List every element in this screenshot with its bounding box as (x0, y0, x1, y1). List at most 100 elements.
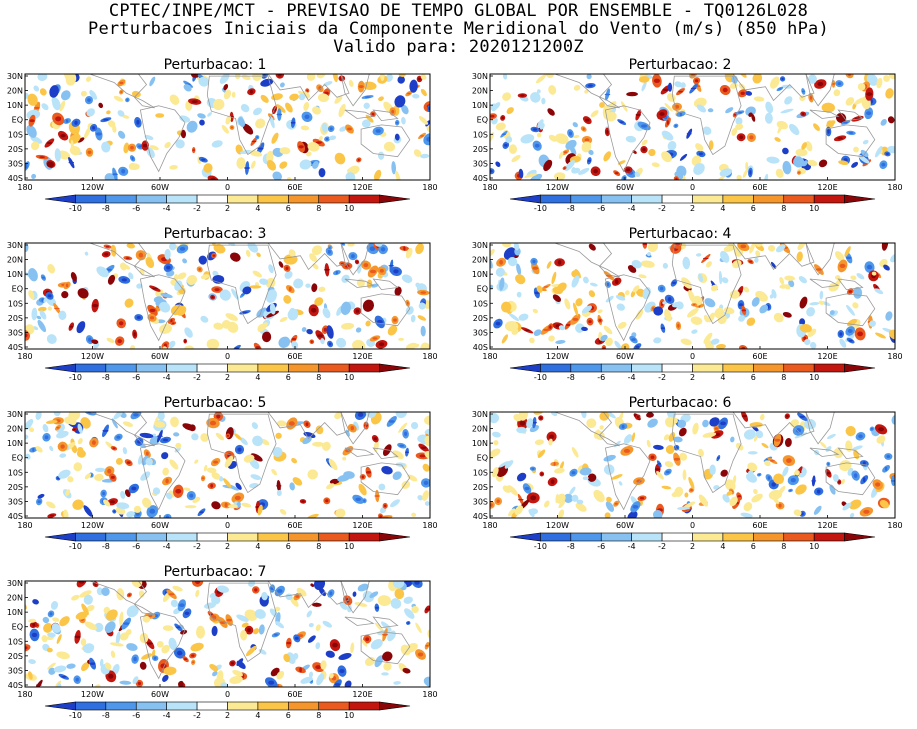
y-axis-label: EQ (477, 116, 488, 125)
colorbar-label: 10 (809, 542, 819, 551)
y-axis-label: 40S (473, 174, 488, 183)
colorbar-label: -4 (163, 542, 171, 551)
y-axis-label: 20N (7, 87, 23, 96)
colorbar-label: -4 (163, 373, 171, 382)
x-axis-label: 0 (225, 183, 230, 192)
y-axis-label: 10N (7, 608, 23, 617)
x-axis-label: 0 (690, 352, 695, 361)
colorbar-segment (227, 363, 259, 373)
colorbar-label: -8 (102, 542, 110, 551)
continent-outlines (554, 412, 876, 511)
colorbar-segment (318, 194, 350, 204)
x-axis-label: 60W (616, 521, 634, 530)
x-axis-label: 120W (81, 521, 104, 530)
colorbar-segment (600, 363, 632, 373)
colorbar-segment (348, 532, 380, 542)
colorbar-segment (44, 363, 76, 373)
perturbation-field (490, 243, 895, 349)
colorbar-label: -2 (193, 373, 201, 382)
y-axis-label: 10S (8, 637, 23, 646)
colorbar-label: -8 (102, 711, 110, 720)
y-axis-label: 30S (8, 666, 23, 675)
x-axis-label: 60W (151, 183, 169, 192)
colorbar-label: -10 (534, 373, 547, 382)
panel-perturbacao-2: 30N 20N 10N EQ 10S 20S 30S 40S 180 120W 60W 0 60E 120… (465, 57, 903, 217)
colorbar-segment (227, 532, 259, 542)
y-axis-label: 10N (472, 101, 488, 110)
y-axis-label: 20S (473, 483, 488, 492)
x-axis-label: 180 (17, 183, 32, 192)
colorbar-label: -4 (628, 204, 636, 213)
colorbar-segment (257, 532, 289, 542)
panel-title: Perturbacao: 4 (628, 226, 732, 242)
colorbar-label: 8 (316, 542, 321, 551)
colorbar-segment (661, 194, 693, 204)
x-axis-label: 0 (225, 521, 230, 530)
colorbar: -10 -8 -6 -4 -2 2 4 6 8 10 (44, 194, 411, 213)
x-axis-label: 60E (752, 352, 767, 361)
colorbar-segment (379, 194, 411, 204)
colorbar-label: 10 (809, 373, 819, 382)
x-axis-label: 180 (482, 521, 497, 530)
colorbar-segment (722, 194, 754, 204)
x-axis-label: 60E (287, 352, 302, 361)
colorbar-label: -2 (658, 204, 666, 213)
colorbar-segment (631, 194, 663, 204)
colorbar-label: 4 (255, 204, 260, 213)
y-axis-label: 20N (472, 425, 488, 434)
x-axis-label: 120E (352, 183, 372, 192)
colorbar-label: -6 (132, 204, 140, 213)
y-axis-label: 10S (8, 130, 23, 139)
y-axis-label: 30S (473, 328, 488, 337)
colorbar-segment (348, 363, 380, 373)
colorbar-label: 10 (809, 204, 819, 213)
y-axis-label: 10S (8, 468, 23, 477)
colorbar-segment (783, 532, 815, 542)
panel-title: Perturbacao: 6 (628, 395, 732, 411)
colorbar-label: 6 (286, 204, 291, 213)
y-axis-label: 30N (7, 72, 23, 81)
y-axis-label: 20N (7, 425, 23, 434)
x-axis-label: 60E (287, 690, 302, 699)
panel-perturbacao-4: 30N 20N 10N EQ 10S 20S 30S 40S 180 120W 60W 0 60E 120… (465, 226, 903, 386)
x-axis-label: 180 (887, 352, 902, 361)
colorbar-segment (105, 363, 137, 373)
colorbar-label: 4 (720, 204, 725, 213)
x-axis-label: 60E (752, 521, 767, 530)
colorbar-segment (318, 532, 350, 542)
y-axis-label: 20N (7, 256, 23, 265)
colorbar-label: 6 (751, 204, 756, 213)
x-axis-label: 180 (887, 183, 902, 192)
colorbar-label: 10 (344, 542, 354, 551)
y-axis-label: 10N (7, 101, 23, 110)
y-axis-label: 30N (7, 410, 23, 419)
panel-title: Perturbacao: 1 (163, 57, 267, 73)
colorbar-segment (509, 532, 541, 542)
y-axis-label: EQ (12, 285, 23, 294)
x-axis-label: 120W (81, 690, 104, 699)
colorbar-label: 2 (225, 373, 230, 382)
x-axis-label: 180 (482, 352, 497, 361)
y-axis-label: 40S (8, 174, 23, 183)
y-axis-label: 30S (8, 497, 23, 506)
y-axis-label: EQ (12, 116, 23, 125)
y-axis-label: 40S (8, 343, 23, 352)
x-axis-label: 120W (546, 183, 569, 192)
y-axis-label: 30N (472, 241, 488, 250)
colorbar-label: -10 (69, 373, 82, 382)
continent-outlines (554, 243, 876, 342)
colorbar-segment (692, 532, 724, 542)
panel-title: Perturbacao: 7 (163, 564, 267, 580)
colorbar-label: -8 (567, 542, 575, 551)
header-line-3: Valido para: 2020121200Z (333, 37, 584, 57)
y-axis-label: 20S (473, 145, 488, 154)
colorbar-label: -10 (69, 542, 82, 551)
colorbar-segment (75, 701, 107, 711)
x-axis-label: 0 (225, 352, 230, 361)
colorbar-segment (75, 363, 107, 373)
